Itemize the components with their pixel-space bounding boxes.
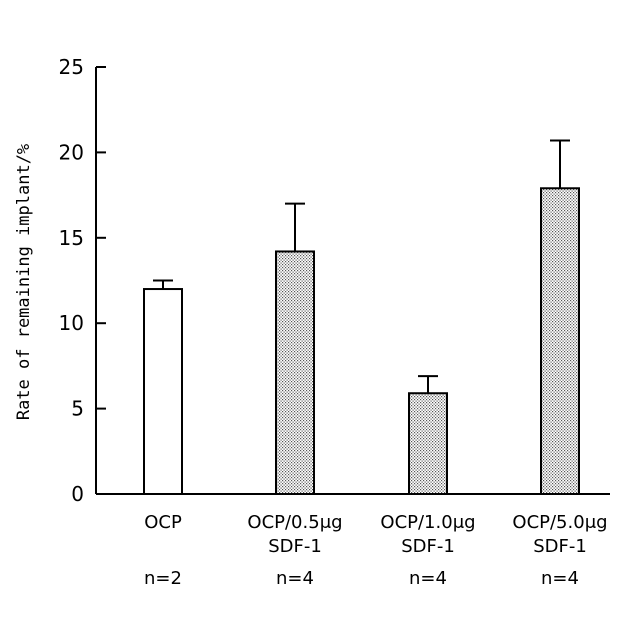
category-label: OCP/0.5μg [247,512,342,533]
y-axis-label: Rate of remaining implant/% [14,144,34,420]
bars [144,140,579,494]
category-label: OCP/5.0μg [512,512,607,533]
category-label: OCP [144,512,182,533]
category-labels: OCP n=2 OCP/0.5μg SDF-1 n=4 OCP/1.0μg SDF-1 n=4… [144,512,608,589]
category-label-line2: SDF-1 [268,536,322,557]
y-tick-label: 15 [59,226,84,250]
y-tick-label: 20 [59,140,84,164]
category-label: OCP/1.0μg [380,512,475,533]
category-label-line2: SDF-1 [533,536,587,557]
sample-size-label: n=4 [276,568,314,589]
sample-size-label: n=2 [144,568,182,589]
bar [144,289,182,494]
axes: 0 5 10 15 20 25 [59,55,610,506]
y-tick-label: 0 [71,482,84,506]
sample-size-label: n=4 [409,568,447,589]
y-tick-label: 25 [59,55,84,79]
y-tick-label: 5 [71,397,84,421]
sample-size-label: n=4 [541,568,579,589]
y-tick-label: 10 [59,311,84,335]
bar [541,188,579,494]
category-label-line2: SDF-1 [401,536,455,557]
bar [409,393,447,494]
bar [276,251,314,494]
